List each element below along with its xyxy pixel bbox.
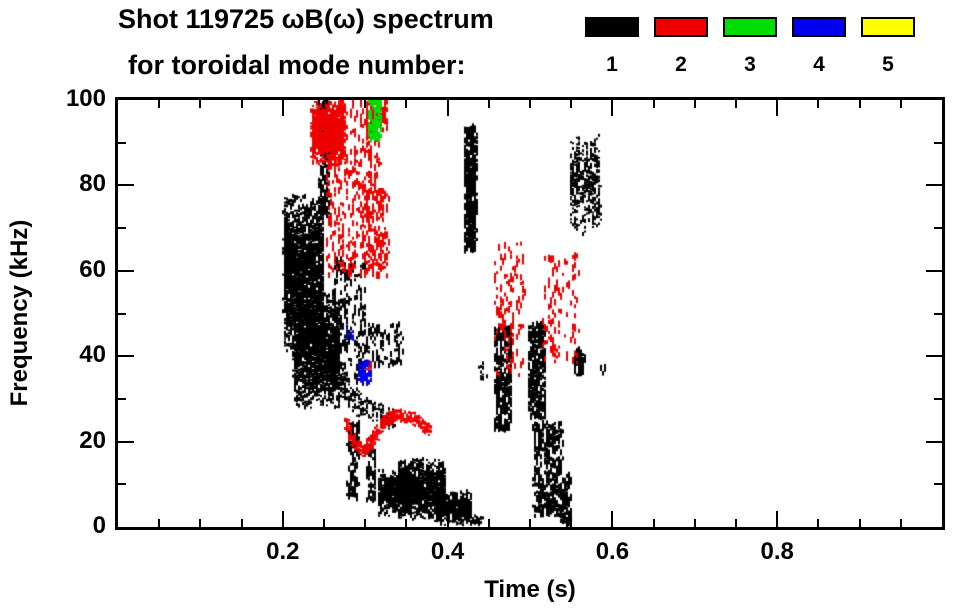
legend-swatch-mode-4 [792, 17, 846, 37]
y-axis-tick [118, 227, 126, 230]
y-axis-tick-label: 60 [79, 255, 106, 283]
y-axis-tick [118, 269, 134, 272]
x-axis-tick [570, 100, 573, 108]
x-axis-tick [487, 100, 490, 108]
legend-number-mode-2: 2 [675, 53, 687, 76]
y-axis-tick [118, 355, 134, 358]
x-axis-tick [570, 519, 573, 527]
x-axis-tick [199, 100, 202, 108]
x-axis-tick [529, 519, 531, 527]
y-axis-title: Frequency (kHz) [6, 219, 33, 407]
x-axis-tick [776, 511, 779, 527]
x-axis-tick [323, 100, 325, 108]
x-axis-tick [652, 519, 655, 527]
x-axis-tick [364, 519, 367, 527]
legend-swatch-mode-5 [861, 17, 915, 37]
y-axis-tick-label: 100 [65, 85, 106, 112]
y-axis-tick [926, 184, 942, 187]
spectrogram-canvas [118, 100, 942, 527]
x-axis-tick [817, 100, 820, 108]
x-axis-tick [858, 100, 861, 108]
plot-area [115, 97, 945, 530]
y-axis-tick [926, 440, 942, 443]
y-axis-tick [118, 141, 126, 144]
x-axis-tick [529, 100, 531, 108]
x-axis-tick [405, 100, 408, 108]
x-axis-tick [446, 100, 449, 116]
y-axis-tick [926, 269, 942, 272]
legend-number-mode-3: 3 [744, 53, 756, 76]
x-axis-tick [776, 100, 779, 116]
x-axis-tick-label: 0.4 [430, 538, 465, 565]
legend-number-mode-4: 4 [813, 53, 825, 76]
chart-title-line2: for toroidal mode number: [128, 50, 466, 80]
x-axis-tick [487, 519, 490, 527]
y-axis-tick [118, 184, 134, 187]
x-axis-tick [611, 100, 614, 116]
x-axis-tick [735, 100, 737, 108]
y-axis-tick [934, 141, 942, 144]
x-axis-tick [240, 519, 243, 527]
x-axis-tick-label: 0.2 [266, 538, 300, 565]
x-axis-tick [817, 519, 820, 527]
y-axis-tick-label: 0 [92, 512, 106, 539]
y-axis-tick [934, 483, 942, 486]
y-axis-tick [118, 397, 126, 400]
chart-title-line1: Shot 119725 ωB(ω) spectrum [118, 4, 494, 34]
y-axis-tick [118, 440, 134, 443]
y-axis-tick-label: 80 [79, 170, 106, 198]
x-axis-tick [652, 100, 655, 108]
legend-swatch-mode-1 [585, 17, 639, 37]
y-axis-tick [934, 227, 942, 230]
x-axis-tick-label: 0.8 [760, 538, 794, 565]
y-axis-tick-label: 40 [79, 341, 106, 369]
legend-number-mode-5: 5 [882, 53, 894, 76]
y-axis-tick [118, 312, 126, 315]
x-axis-tick [899, 519, 902, 527]
x-axis-tick [240, 100, 243, 108]
legend-swatch-mode-3 [723, 17, 777, 37]
legend-swatch-mode-2 [654, 17, 708, 37]
x-axis-tick-label: 0.6 [595, 538, 630, 565]
y-axis-tick [926, 355, 942, 358]
x-axis-tick [611, 511, 614, 527]
x-axis-tick [735, 519, 737, 527]
x-axis-tick [158, 519, 161, 527]
x-axis-tick [693, 519, 696, 527]
x-axis-tick [899, 100, 902, 108]
x-axis-tick [199, 519, 202, 527]
x-axis-tick [858, 519, 861, 527]
x-axis-tick [446, 511, 449, 527]
x-axis-tick [323, 519, 325, 527]
y-axis-tick [934, 312, 942, 315]
y-axis-tick [934, 397, 942, 400]
x-axis-tick [364, 100, 367, 108]
x-axis-tick [693, 100, 696, 108]
x-axis-tick [158, 100, 161, 108]
x-axis-tick [281, 511, 284, 527]
x-axis-title: Time (s) [484, 576, 576, 603]
y-axis-tick [118, 483, 126, 486]
x-axis-tick [405, 519, 408, 527]
legend-number-mode-1: 1 [606, 53, 618, 76]
x-axis-tick [281, 100, 284, 116]
y-axis-tick-label: 20 [79, 426, 106, 454]
